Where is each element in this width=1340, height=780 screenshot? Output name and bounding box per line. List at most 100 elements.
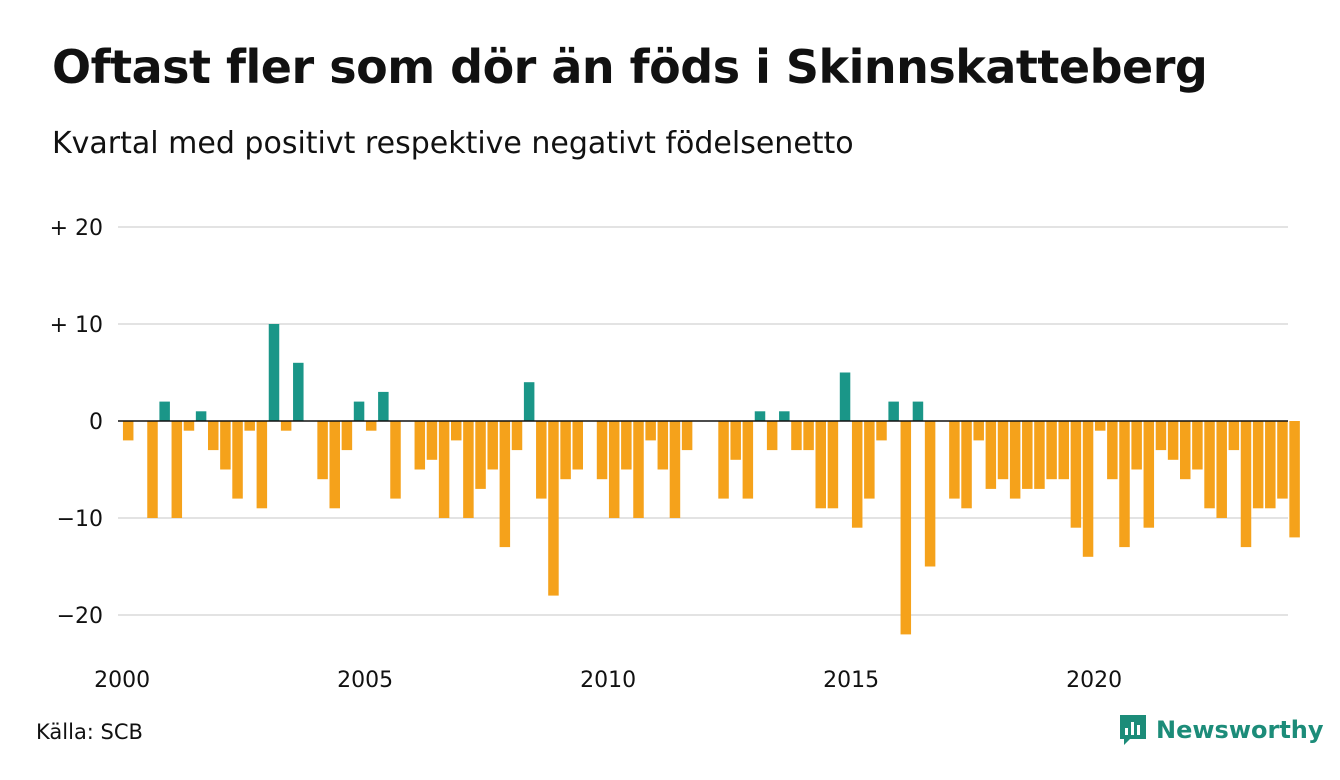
bar-2019-q1 — [1046, 421, 1057, 480]
brand-name: Newsworthy — [1156, 716, 1324, 744]
bar-2010-q3 — [633, 421, 644, 518]
bar-2002-q2 — [232, 421, 243, 499]
bar-2002-q3 — [244, 421, 255, 431]
bar-2001-q1 — [171, 421, 183, 518]
bar-2012-q4 — [742, 421, 754, 499]
bar-2004-q2 — [329, 421, 340, 509]
bar-2022-q1 — [1192, 421, 1203, 470]
bar-2020-q3 — [1119, 421, 1130, 548]
bar-2017-q4 — [985, 421, 997, 489]
bar-2003-q1 — [268, 324, 280, 421]
bar-2019-q4 — [1082, 421, 1094, 557]
bar-2011-q2 — [669, 421, 681, 518]
bar-2000-q1 — [122, 421, 134, 441]
bar-2003-q3 — [293, 362, 304, 421]
x-tick-label: 2005 — [337, 668, 393, 693]
bar-2008-q4 — [548, 421, 559, 596]
bar-2021-q4 — [1180, 421, 1191, 480]
bar-2013-q1 — [754, 411, 766, 421]
bar-2024-q1 — [1289, 421, 1300, 538]
bar-2013-q3 — [779, 411, 790, 421]
bar-2023-q2 — [1252, 421, 1264, 509]
bar-2009-q2 — [572, 421, 583, 470]
bar-2001-q4 — [208, 421, 219, 451]
bar-2004-q1 — [317, 421, 328, 480]
bar-2018-q3 — [1022, 421, 1033, 489]
bar-2007-q4 — [499, 421, 511, 548]
bar-2020-q4 — [1131, 421, 1142, 470]
bar-2015-q4 — [888, 401, 899, 421]
x-tick-label: 2015 — [823, 668, 879, 693]
bar-2018-q1 — [997, 421, 1009, 480]
bar-2019-q2 — [1058, 421, 1069, 480]
bar-2006-q3 — [438, 421, 450, 518]
bar-2006-q2 — [426, 421, 438, 460]
bar-2020-q1 — [1094, 421, 1106, 431]
x-tick-label: 2010 — [580, 668, 636, 693]
bar-2001-q2 — [183, 421, 195, 431]
bar-2021-q3 — [1167, 421, 1179, 460]
bar-2016-q1 — [900, 421, 912, 635]
bar-2013-q4 — [791, 421, 802, 451]
bar-2018-q2 — [1009, 421, 1021, 499]
bar-2013-q2 — [766, 421, 778, 451]
bar-2012-q2 — [718, 421, 729, 499]
x-tick-label: 2020 — [1066, 668, 1122, 693]
bar-2004-q3 — [341, 421, 353, 451]
bar-2012-q3 — [730, 421, 741, 460]
bar-2014-q4 — [839, 372, 851, 421]
bar-2005-q3 — [390, 421, 401, 499]
bar-2021-q1 — [1143, 421, 1155, 528]
bar-2014-q1 — [803, 421, 814, 451]
bar-2003-q2 — [280, 421, 292, 431]
bar-2014-q3 — [827, 421, 839, 509]
bar-2022-q4 — [1228, 421, 1240, 451]
bar-2017-q1 — [949, 421, 960, 499]
bar-2008-q1 — [511, 421, 523, 451]
bar-2005-q2 — [378, 391, 389, 421]
brand-logo[interactable]: Newsworthy — [1118, 713, 1324, 747]
bar-2014-q2 — [815, 421, 826, 509]
bar-2001-q3 — [195, 411, 207, 421]
bar-2010-q4 — [645, 421, 656, 441]
bars — [122, 324, 1300, 635]
bar-2016-q3 — [924, 421, 936, 567]
bar-2017-q3 — [973, 421, 984, 441]
bar-2002-q4 — [256, 421, 268, 509]
chart-subtitle: Kvartal med positivt respektive negativt… — [52, 126, 854, 161]
bar-2007-q1 — [463, 421, 474, 518]
y-tick-label: + 20 — [50, 216, 103, 241]
bar-2008-q2 — [523, 382, 535, 421]
bar-2009-q1 — [560, 421, 571, 480]
bar-2015-q3 — [876, 421, 887, 441]
bar-2018-q4 — [1034, 421, 1045, 489]
bar-2016-q2 — [912, 401, 924, 421]
x-axis-ticks: 2000 2005 2010 2015 2020 — [94, 668, 1122, 693]
bar-2006-q1 — [414, 421, 426, 470]
bar-2022-q2 — [1204, 421, 1215, 509]
newsworthy-logo-icon — [1120, 715, 1146, 745]
bar-2010-q2 — [621, 421, 632, 470]
y-tick-label: −10 — [57, 507, 103, 532]
bar-2020-q2 — [1107, 421, 1118, 480]
bar-2007-q2 — [475, 421, 486, 489]
bar-2007-q3 — [487, 421, 498, 470]
bar-2023-q1 — [1240, 421, 1252, 548]
y-tick-label: + 10 — [50, 313, 103, 338]
bar-2023-q3 — [1265, 421, 1276, 509]
bar-2011-q1 — [657, 421, 669, 470]
bar-2017-q2 — [961, 421, 972, 509]
bar-2023-q4 — [1277, 421, 1288, 499]
bar-2010-q1 — [608, 421, 620, 518]
bar-2004-q4 — [353, 401, 365, 421]
bar-2000-q3 — [147, 421, 158, 518]
y-tick-label: 0 — [89, 410, 103, 435]
bar-2015-q1 — [851, 421, 863, 528]
bar-2006-q4 — [451, 421, 462, 441]
bar-2021-q2 — [1155, 421, 1167, 451]
bar-2019-q3 — [1070, 421, 1082, 528]
source-note: Källa: SCB — [36, 720, 143, 744]
bar-2002-q1 — [220, 421, 231, 470]
bar-2015-q2 — [864, 421, 875, 499]
